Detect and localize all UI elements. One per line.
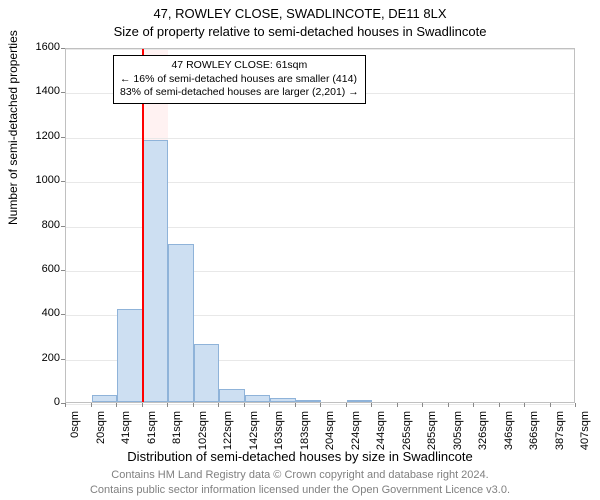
y-tick-label: 200 <box>20 352 60 364</box>
y-tick-mark <box>61 92 65 93</box>
histogram-bar <box>143 140 169 402</box>
x-tick-label: 183sqm <box>299 411 311 461</box>
x-tick-label: 142sqm <box>248 411 260 461</box>
footer-line1: Contains HM Land Registry data © Crown c… <box>0 468 600 482</box>
y-tick-label: 0 <box>20 396 60 408</box>
histogram-bar <box>245 395 271 402</box>
x-tick-mark <box>448 403 449 407</box>
y-tick-mark <box>61 48 65 49</box>
histogram-bar <box>117 309 143 402</box>
x-tick-label: 163sqm <box>273 411 285 461</box>
x-tick-label: 41sqm <box>120 411 132 461</box>
footer-line2: Contains public sector information licen… <box>0 483 600 497</box>
histogram-bar <box>168 244 194 402</box>
y-axis-label: Number of semi-detached properties <box>6 30 20 225</box>
x-tick-mark <box>397 403 398 407</box>
x-tick-mark <box>142 403 143 407</box>
x-tick-label: 0sqm <box>69 411 81 461</box>
histogram-bar <box>296 400 322 402</box>
x-tick-mark <box>473 403 474 407</box>
chart-subtitle: Size of property relative to semi-detach… <box>0 24 600 39</box>
histogram-bar <box>347 400 373 402</box>
y-tick-label: 1400 <box>20 85 60 97</box>
histogram-bar <box>270 398 296 402</box>
y-tick-mark <box>61 137 65 138</box>
histogram-bar <box>92 395 118 402</box>
x-tick-mark <box>193 403 194 407</box>
x-tick-mark <box>91 403 92 407</box>
y-tick-label: 1200 <box>20 130 60 142</box>
x-tick-mark <box>575 403 576 407</box>
x-tick-label: 61sqm <box>146 411 158 461</box>
x-tick-mark <box>116 403 117 407</box>
info-box-line3: 83% of semi-detached houses are larger (… <box>120 86 359 100</box>
x-tick-mark <box>524 403 525 407</box>
x-tick-mark <box>244 403 245 407</box>
x-tick-mark <box>295 403 296 407</box>
footer: Contains HM Land Registry data © Crown c… <box>0 468 600 497</box>
y-tick-mark <box>61 270 65 271</box>
y-tick-label: 400 <box>20 307 60 319</box>
x-tick-label: 305sqm <box>452 411 464 461</box>
x-tick-mark <box>499 403 500 407</box>
x-tick-label: 265sqm <box>401 411 413 461</box>
x-tick-label: 20sqm <box>95 411 107 461</box>
x-tick-mark <box>371 403 372 407</box>
info-box-line1: 47 ROWLEY CLOSE: 61sqm <box>120 59 359 73</box>
x-tick-label: 122sqm <box>222 411 234 461</box>
y-tick-mark <box>61 314 65 315</box>
x-tick-label: 224sqm <box>350 411 362 461</box>
x-tick-label: 81sqm <box>171 411 183 461</box>
y-tick-mark <box>61 181 65 182</box>
x-tick-mark <box>167 403 168 407</box>
info-box-line2: ← 16% of semi-detached houses are smalle… <box>120 73 359 87</box>
y-tick-label: 600 <box>20 263 60 275</box>
x-tick-label: 326sqm <box>477 411 489 461</box>
x-tick-label: 387sqm <box>554 411 566 461</box>
x-tick-label: 346sqm <box>503 411 515 461</box>
x-tick-label: 407sqm <box>579 411 591 461</box>
x-tick-label: 366sqm <box>528 411 540 461</box>
x-tick-mark <box>218 403 219 407</box>
x-tick-label: 244sqm <box>375 411 387 461</box>
y-tick-label: 1000 <box>20 174 60 186</box>
x-tick-mark <box>65 403 66 407</box>
x-tick-label: 285sqm <box>426 411 438 461</box>
y-tick-label: 800 <box>20 219 60 231</box>
chart-title: 47, ROWLEY CLOSE, SWADLINCOTE, DE11 8LX <box>0 6 600 21</box>
x-tick-mark <box>320 403 321 407</box>
info-box: 47 ROWLEY CLOSE: 61sqm ← 16% of semi-det… <box>113 55 366 104</box>
y-tick-label: 1600 <box>20 41 60 53</box>
x-tick-mark <box>422 403 423 407</box>
x-tick-mark <box>346 403 347 407</box>
x-tick-mark <box>269 403 270 407</box>
histogram-bar <box>194 344 220 402</box>
histogram-bar <box>219 389 245 402</box>
x-tick-label: 102sqm <box>197 411 209 461</box>
x-tick-mark <box>550 403 551 407</box>
y-tick-mark <box>61 226 65 227</box>
x-tick-label: 204sqm <box>324 411 336 461</box>
y-tick-mark <box>61 359 65 360</box>
